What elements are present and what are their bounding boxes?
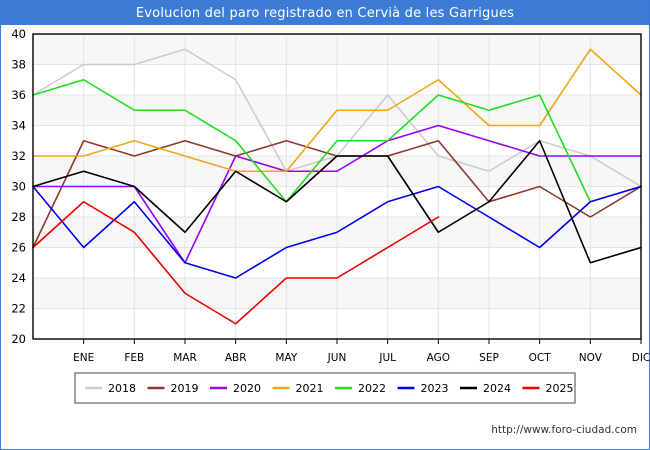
x-axis-tick-label: MAY xyxy=(275,352,297,364)
y-axis-tick-label: 20 xyxy=(11,332,26,346)
series-line-2024 xyxy=(32,139,642,264)
series-line-2022 xyxy=(32,78,592,203)
x-axis-tick-label: JUL xyxy=(378,352,396,364)
x-axis-tick-marks xyxy=(83,339,642,344)
legend-label-2025: 2025 xyxy=(546,382,574,395)
legend-label-2024: 2024 xyxy=(483,382,511,395)
series-line-2021 xyxy=(32,48,642,173)
x-axis-tick-labels: ENE FEB MAR ABR MAY JUN JUL AGO SEP OCT NOV DIC xyxy=(73,352,649,364)
y-axis-tick-label: 28 xyxy=(11,210,26,224)
x-axis-tick-label: ABR xyxy=(225,352,247,364)
legend-label-2020: 2020 xyxy=(233,382,261,395)
x-axis-tick-label: MAR xyxy=(173,352,197,364)
legend-label-2021: 2021 xyxy=(296,382,324,395)
x-axis-tick-label: OCT xyxy=(529,352,552,364)
y-axis-tick-label: 38 xyxy=(11,58,26,72)
x-axis-tick-label: JUN xyxy=(327,352,347,364)
y-axis-tick-label: 24 xyxy=(11,271,26,285)
series-line-2023 xyxy=(32,185,642,279)
y-axis-tick-label: 22 xyxy=(11,302,26,316)
legend-label-2019: 2019 xyxy=(171,382,199,395)
x-axis-tick-label: ENE xyxy=(73,352,94,364)
data-series-group xyxy=(32,48,642,325)
chart-container: 20 22 24 26 28 30 32 34 36 38 40 ENE FEB MAR ABR MAY JU… xyxy=(1,25,649,449)
y-axis-tick-label: 32 xyxy=(11,149,26,163)
x-axis-tick-label: AGO xyxy=(427,352,450,364)
y-axis-tick-label: 34 xyxy=(11,119,26,133)
window-title-bar: Evolucion del paro registrado en Cervià … xyxy=(1,1,649,25)
plot-area-border xyxy=(32,33,642,340)
legend-label-2023: 2023 xyxy=(421,382,449,395)
legend-label-2022: 2022 xyxy=(358,382,386,395)
x-axis-tick-label: NOV xyxy=(579,352,603,364)
x-axis-tick-label: DIC xyxy=(632,352,649,364)
legend-label-2018: 2018 xyxy=(108,382,136,395)
y-axis-tick-label: 30 xyxy=(11,180,26,194)
source-url: http://www.foro-ciudad.com xyxy=(491,424,637,436)
y-axis-tick-label: 26 xyxy=(11,241,26,255)
chart-legend: 2018 2019 2020 2021 2022 2023 2024 2025 xyxy=(74,372,576,404)
y-axis-tick-label: 40 xyxy=(11,27,26,41)
y-axis-tick-labels: 20 22 24 26 28 30 32 34 36 38 40 xyxy=(11,27,26,346)
x-axis-tick-label: SEP xyxy=(479,352,499,364)
y-axis-tick-label: 36 xyxy=(11,88,26,102)
x-axis-tick-label: FEB xyxy=(124,352,144,364)
series-line-2025 xyxy=(32,200,440,325)
page-title: Evolucion del paro registrado en Cervià … xyxy=(135,5,515,21)
